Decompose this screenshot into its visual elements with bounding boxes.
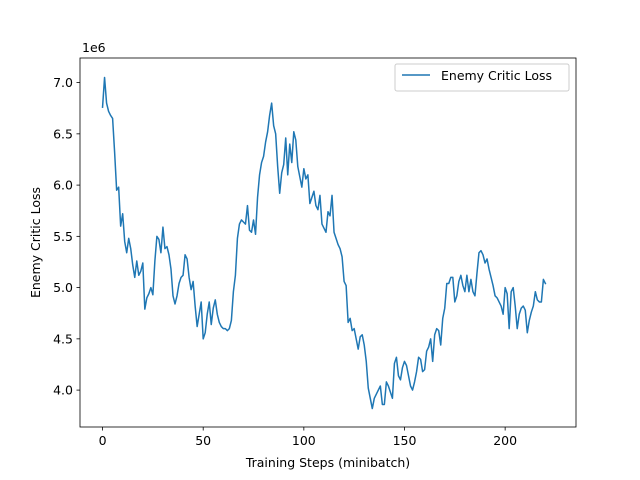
y-tick-label: 4.5 <box>53 331 73 346</box>
y-axis-ticks: 4.0 4.5 5.0 5.5 6.0 6.5 7.0 <box>53 75 80 398</box>
y-tick-label: 7.0 <box>53 75 73 90</box>
x-axis-ticks: 0 50 100 150 200 <box>99 427 517 448</box>
x-axis-label: Training Steps (minibatch) <box>245 455 410 470</box>
legend-entry-label: Enemy Critic Loss <box>441 68 552 83</box>
x-tick-label: 200 <box>493 433 517 448</box>
x-tick-label: 0 <box>99 433 107 448</box>
y-tick-label: 5.5 <box>53 229 73 244</box>
series-line-enemy-critic-loss <box>101 76 547 410</box>
y-axis-label: Enemy Critic Loss <box>28 187 43 298</box>
x-tick-label: 50 <box>195 433 211 448</box>
y-tick-label: 6.5 <box>53 126 73 141</box>
y-tick-label: 4.0 <box>53 383 73 398</box>
legend: Enemy Critic Loss <box>394 63 570 92</box>
legend-box <box>394 63 570 92</box>
y-offset-label: 1e6 <box>82 40 106 55</box>
y-tick-label: 6.0 <box>53 178 73 193</box>
plot-frame <box>79 57 577 428</box>
plot-area <box>80 58 576 427</box>
y-tick-label: 5.0 <box>53 280 73 295</box>
x-tick-label: 100 <box>292 433 316 448</box>
x-tick-label: 150 <box>393 433 417 448</box>
